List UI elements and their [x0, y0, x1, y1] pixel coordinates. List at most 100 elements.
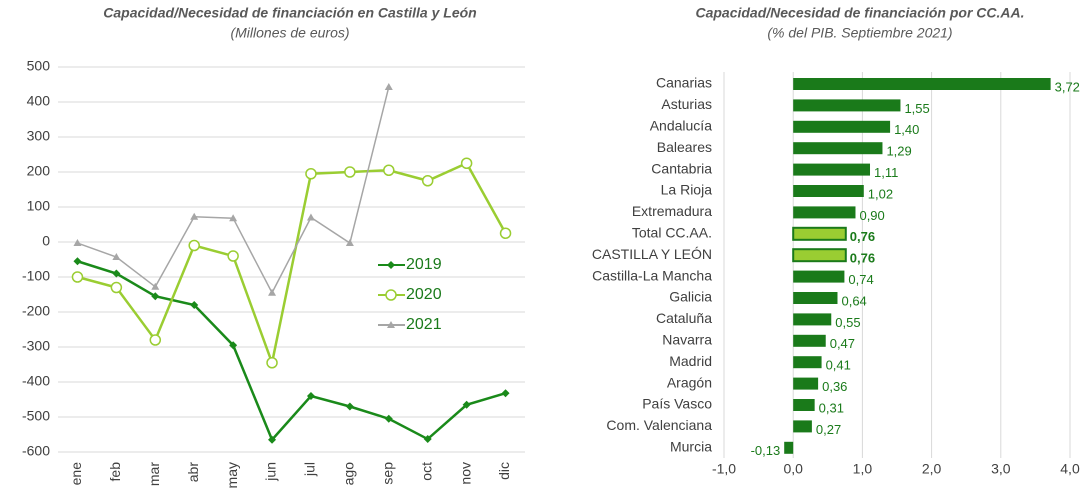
marker	[112, 253, 121, 261]
y-tick-label: -600	[22, 443, 50, 459]
marker	[151, 282, 160, 290]
y-tick-label: Asturias	[661, 96, 712, 112]
marker	[71, 271, 84, 283]
marker	[499, 227, 512, 239]
marker	[306, 392, 315, 400]
y-tick-label: Extremadura	[632, 203, 712, 219]
y-tick-label: CASTILLA Y LEÓN	[592, 246, 712, 262]
marker	[501, 389, 510, 398]
y-tick-label: 500	[27, 58, 51, 74]
value-label: 3,72	[1055, 79, 1080, 94]
y-tick-label: -500	[22, 408, 50, 424]
value-label: 0,64	[841, 293, 866, 308]
bar	[792, 226, 847, 241]
value-label: 0,55	[835, 315, 860, 330]
marker	[229, 341, 238, 350]
y-tick-label: 300	[27, 128, 51, 144]
bar	[793, 377, 819, 390]
legend-label: 2021	[406, 316, 442, 333]
value-label: 1,11	[874, 165, 898, 180]
value-label: 1,55	[904, 101, 929, 116]
legend-label: 2020	[406, 286, 442, 303]
bar	[793, 163, 871, 176]
y-tick-label: -300	[22, 338, 50, 354]
marker	[345, 239, 354, 247]
value-label: 0,36	[822, 379, 847, 394]
value-label: 0,90	[859, 208, 884, 223]
chart-subtitle: (% del PIB. Septiembre 2021)	[767, 25, 952, 41]
x-tick-label: 3,0	[991, 461, 1011, 477]
marker	[383, 164, 395, 176]
marker	[266, 357, 278, 369]
y-tick-label: Murcia	[670, 439, 712, 455]
value-label: 0,31	[819, 400, 844, 415]
x-tick-label: may	[224, 462, 240, 488]
y-tick-label: La Rioja	[661, 182, 713, 198]
marker	[460, 157, 473, 169]
y-tick-label: Cataluña	[656, 310, 712, 326]
value-label: 0,74	[848, 272, 873, 287]
x-tick-label: -1,0	[712, 461, 736, 477]
bar	[793, 206, 856, 219]
y-tick-label: País Vasco	[642, 396, 712, 412]
y-tick-label: 400	[27, 93, 51, 109]
marker	[190, 212, 199, 220]
x-tick-label: sep	[379, 462, 395, 485]
bar	[793, 120, 891, 133]
marker	[305, 168, 317, 180]
marker	[344, 166, 356, 178]
marker	[229, 214, 238, 222]
value-label: 1,40	[894, 122, 919, 137]
bar	[793, 356, 822, 369]
marker	[227, 250, 239, 262]
value-label: 1,02	[868, 186, 893, 201]
series-line	[77, 161, 507, 368]
x-tick-label: 0,0	[783, 461, 803, 477]
value-label: 1,29	[886, 144, 911, 159]
value-label: 0,76	[850, 229, 875, 244]
y-tick-label: Galicia	[669, 289, 712, 305]
x-tick-label: abr	[185, 462, 201, 483]
y-tick-label: Andalucía	[650, 118, 712, 134]
marker	[384, 82, 393, 90]
bar	[793, 292, 838, 304]
marker	[112, 269, 121, 278]
marker	[306, 213, 315, 221]
y-tick-label: Total CC.AA.	[632, 225, 712, 241]
marker	[345, 402, 354, 411]
x-tick-label: mar	[146, 462, 162, 486]
y-tick-label: -100	[22, 268, 50, 284]
series-line	[77, 86, 390, 295]
marker	[268, 435, 277, 444]
bar	[793, 270, 845, 283]
bar	[793, 185, 864, 197]
bar	[793, 334, 826, 347]
bar	[793, 399, 815, 411]
x-tick-label: 4,0	[1060, 461, 1080, 477]
bar	[793, 420, 812, 433]
value-label: 0,27	[816, 422, 841, 437]
marker	[384, 414, 393, 423]
bar	[793, 99, 901, 112]
x-tick-label: nov	[457, 462, 473, 485]
value-label: 0,41	[826, 358, 851, 373]
chart-subtitle: (Millones de euros)	[230, 25, 349, 41]
series-line	[77, 260, 506, 443]
x-tick-label: dic	[496, 462, 512, 480]
y-tick-label: -200	[22, 303, 50, 319]
chart-title: Capacidad/Necesidad de financiación en C…	[103, 5, 476, 21]
bar	[784, 441, 794, 454]
marker	[73, 257, 82, 266]
chart-title: Capacidad/Necesidad de financiación por …	[695, 5, 1024, 21]
marker	[110, 281, 123, 294]
y-tick-label: Cantabria	[651, 160, 712, 176]
marker	[423, 435, 432, 444]
y-tick-label: Canarias	[656, 75, 712, 91]
x-tick-label: ene	[68, 462, 84, 486]
x-tick-label: jun	[263, 462, 279, 482]
x-tick-label: oct	[418, 462, 434, 481]
value-label: 0,76	[850, 251, 875, 266]
marker	[268, 288, 277, 296]
y-tick-label: Madrid	[669, 353, 712, 369]
marker	[73, 239, 82, 247]
